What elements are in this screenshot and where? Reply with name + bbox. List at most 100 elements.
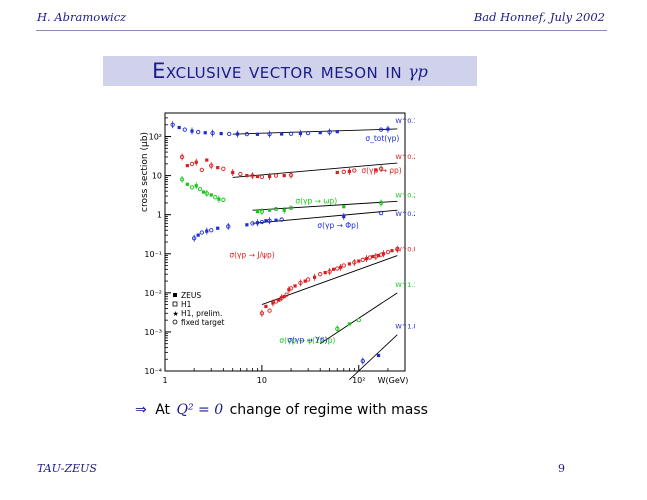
data-point bbox=[318, 131, 322, 135]
data-point bbox=[216, 226, 220, 230]
data-point bbox=[386, 127, 390, 131]
data-point bbox=[335, 266, 340, 271]
data-point bbox=[259, 219, 265, 225]
data-point bbox=[305, 277, 311, 282]
data-point bbox=[273, 206, 279, 212]
fit-line-1 bbox=[232, 162, 398, 178]
y-tick-label: 10⁻¹ bbox=[144, 250, 162, 259]
legend-label: H1, prelim. bbox=[181, 309, 222, 318]
data-point bbox=[185, 164, 189, 168]
slide-title-box: Exclusive vector meson in γp bbox=[103, 56, 477, 86]
data-point bbox=[264, 219, 268, 223]
data-point bbox=[378, 166, 384, 171]
series-label: σ(γp → Υp) bbox=[287, 336, 327, 345]
legend-label: ZEUS bbox=[181, 291, 201, 300]
data-point bbox=[335, 170, 339, 175]
legend-marker-open-circle bbox=[172, 319, 178, 325]
data-point bbox=[250, 173, 255, 178]
x-tick-label: 10 bbox=[257, 376, 267, 385]
data-point bbox=[199, 230, 204, 235]
data-point bbox=[255, 221, 260, 225]
data-point bbox=[318, 272, 323, 277]
data-point bbox=[376, 353, 381, 358]
data-point bbox=[390, 249, 394, 253]
data-point bbox=[303, 279, 307, 283]
data-point bbox=[209, 193, 213, 197]
data-point bbox=[378, 210, 384, 216]
x-axis-label: W(GeV) bbox=[378, 376, 409, 385]
data-point bbox=[288, 205, 294, 210]
data-point bbox=[335, 326, 340, 331]
data-point bbox=[209, 163, 214, 168]
data-point bbox=[209, 228, 214, 233]
data-point bbox=[287, 288, 291, 292]
bullet-text: change of regime with mass bbox=[229, 402, 428, 418]
legend-label: fixed target bbox=[181, 318, 225, 327]
data-point bbox=[267, 132, 272, 137]
data-point bbox=[216, 166, 220, 170]
data-point bbox=[267, 218, 272, 223]
data-point bbox=[190, 129, 194, 133]
fit-line-2 bbox=[252, 200, 398, 211]
data-point bbox=[259, 209, 265, 214]
data-point bbox=[185, 182, 189, 186]
data-point bbox=[203, 131, 207, 135]
plot-frame bbox=[164, 112, 406, 372]
data-point bbox=[364, 257, 369, 261]
slide-title: Exclusive vector meson in bbox=[152, 59, 403, 83]
data-point bbox=[221, 197, 226, 202]
bullet-math: Q² = 0 bbox=[176, 402, 224, 418]
y-tick-label: 10⁻² bbox=[144, 289, 162, 298]
y-tick-label: 10² bbox=[149, 133, 162, 142]
bullet-point: ⇒ At Q² = 0 change of regime with mass bbox=[135, 402, 428, 418]
data-point bbox=[312, 275, 317, 279]
x-tick-label: 1 bbox=[162, 376, 167, 385]
data-point bbox=[342, 214, 346, 219]
data-point bbox=[342, 205, 346, 209]
data-point bbox=[213, 195, 218, 200]
data-point bbox=[204, 191, 209, 196]
data-point bbox=[298, 131, 303, 136]
data-point bbox=[378, 127, 384, 132]
data-point bbox=[235, 132, 240, 136]
data-point bbox=[217, 197, 221, 201]
legend-marker-star: ★ bbox=[173, 310, 179, 318]
data-point bbox=[179, 177, 185, 182]
data-point bbox=[360, 358, 365, 364]
data-point bbox=[205, 229, 209, 233]
series-label: σ(γp → ψ(2S)p) bbox=[279, 336, 335, 345]
y-tick-label: 10⁻⁴ bbox=[144, 367, 162, 376]
header-event: Bad Honnef, July 2002 bbox=[473, 10, 605, 24]
data-point bbox=[374, 168, 378, 172]
data-point bbox=[245, 174, 249, 178]
data-points bbox=[170, 121, 400, 365]
data-point bbox=[288, 131, 294, 136]
data-point bbox=[347, 322, 351, 326]
data-point bbox=[339, 265, 343, 269]
header-author: H. Abramowicz bbox=[37, 10, 127, 24]
y-axis-label: cross section (μb) bbox=[140, 132, 150, 212]
data-point bbox=[194, 160, 198, 164]
data-point bbox=[282, 295, 286, 299]
data-point bbox=[327, 129, 332, 135]
data-point bbox=[255, 132, 260, 136]
data-point bbox=[255, 209, 260, 214]
data-point bbox=[267, 208, 272, 212]
page-number: 9 bbox=[558, 462, 565, 475]
data-point bbox=[264, 304, 268, 308]
data-point bbox=[352, 168, 357, 173]
data-point bbox=[335, 130, 339, 134]
data-point bbox=[347, 169, 351, 174]
data-point bbox=[279, 217, 284, 222]
data-point bbox=[385, 249, 391, 255]
fit-line-0 bbox=[232, 128, 398, 135]
data-point bbox=[197, 187, 203, 192]
series-labels: W^0.16 σ_tot(γp) W^0.22 σ(γp → ρp) W^0.22 σ(γ… bbox=[229, 117, 415, 345]
cross-section-figure: 1 10 10² 10⁻⁴ 10⁻³ 10⁻² 10⁻¹ 1 10 10² W^0.16 σ_tot… bbox=[140, 112, 415, 385]
series-label: σ(γp → ρp) bbox=[361, 166, 401, 175]
fit-power-label: W^1.1 bbox=[395, 281, 415, 289]
data-point bbox=[274, 218, 278, 222]
data-point bbox=[194, 184, 198, 188]
data-point bbox=[170, 122, 175, 127]
fit-power-label: W^0.8 bbox=[395, 246, 415, 254]
